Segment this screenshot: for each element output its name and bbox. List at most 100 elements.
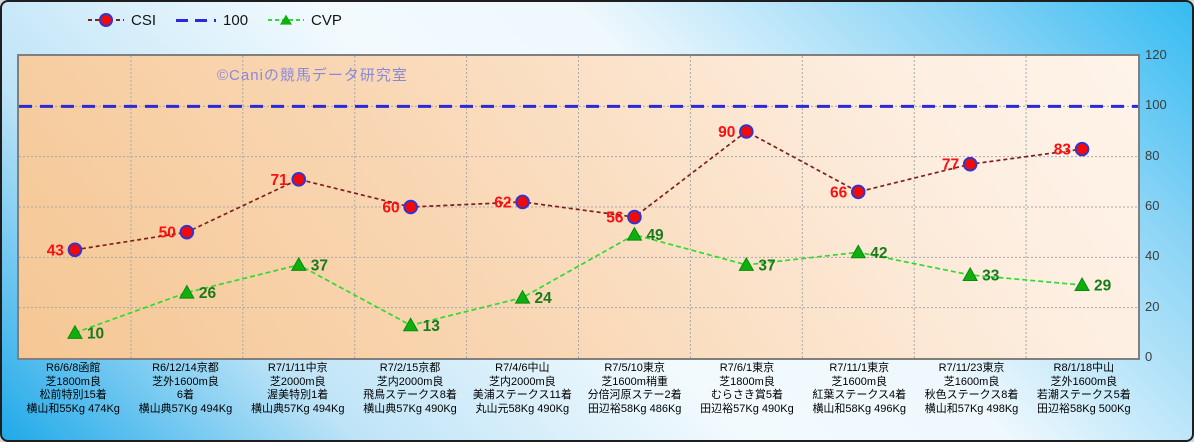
y-axis-tick-label: 20 (1145, 298, 1160, 314)
x-axis-label-line: 渥美特別1着 (267, 389, 329, 401)
x-axis-label-line: R6/12/14京都 (152, 362, 219, 374)
x-axis-label-line: 芝1600m良 (943, 375, 1000, 388)
x-axis-label-line: R7/11/1東京 (829, 362, 890, 374)
x-axis-label-line: 秋色ステークス8着 (924, 389, 1019, 401)
cvp-value-label: 42 (870, 245, 887, 262)
x-axis-label-line: 田辺裕58Kg 500Kg (1037, 402, 1131, 415)
hundred-series-swatch (176, 13, 217, 27)
x-axis-label-line: むらさき賞5着 (710, 389, 783, 401)
chart-legend: CSI 100 CVP (88, 8, 342, 32)
cvp-value-label: 26 (199, 285, 217, 302)
x-axis-label-line: 芝1600m稍重 (601, 375, 668, 388)
x-axis-label-line: 横山和55Kg 474Kg (26, 402, 120, 415)
x-axis-label-line: R7/6/1東京 (719, 362, 775, 374)
x-axis-label-line: R6/6/8函館 (45, 362, 101, 374)
cvp-triangle-marker-icon (280, 14, 293, 25)
x-axis-label-line: 芝内2000m良 (489, 375, 556, 388)
csi-point-marker (67, 242, 83, 258)
cvp-value-label: 49 (646, 227, 664, 244)
legend-label-csi: CSI (131, 11, 157, 29)
cvp-value-label: 24 (535, 290, 553, 307)
x-axis-label-line: R7/2/15京都 (379, 362, 441, 374)
legend-label-cvp: CVP (311, 11, 342, 29)
x-axis-label-line: 横山典57Kg 490Kg (363, 402, 457, 415)
csi-point-marker (1074, 141, 1090, 157)
csi-point-marker (739, 124, 754, 139)
plot-area: 43 50 71 60 62 56 90 66 77 83 10 26 37 13 24 49 37 42 33 29… (17, 54, 1140, 360)
csi-point-marker (403, 199, 418, 215)
y-axis-tick-label: 80 (1145, 147, 1160, 163)
x-axis-label: R7/11/23東京 芝1600m良 秋色ステークス8着 横山和57Kg 498Kg (915, 362, 1027, 416)
x-axis-label-line: 芝2000m良 (269, 375, 326, 388)
cvp-point-marker (626, 226, 643, 241)
cvp-point-marker (67, 324, 83, 339)
x-axis: R6/6/8函館 芝1800m良 松前特別15着 横山和55Kg 474Kg R6/12… (17, 362, 1140, 416)
x-axis-label: R7/1/11中京 芝2000m良 渥美特別1着 横山典57Kg 494Kg (242, 362, 354, 416)
x-axis-label-line: 芝1600m良 (831, 375, 888, 388)
csi-value-label: 71 (271, 172, 289, 189)
x-axis-label: R8/1/18中山 芝外1600m良 若潮ステークス5着 田辺裕58Kg 500Kg (1028, 362, 1140, 416)
chart-canvas: 43 50 71 60 62 56 90 66 77 83 10 26 37 13 24 49 37 42 33 29 (19, 56, 1138, 358)
x-axis-label-line: 丸山元58Kg 490Kg (475, 402, 570, 415)
legend-label-100: 100 (223, 11, 249, 29)
x-axis-label: R7/5/10東京 芝1600m稍重 分倍河原ステー2着 田辺裕58Kg 486Kg (578, 362, 690, 416)
legend-item-cvp: CVP (268, 12, 342, 29)
x-axis-label-line: 横山典57Kg 494Kg (138, 402, 233, 415)
cvp-value-label: 10 (87, 325, 104, 342)
y-axis-tick-label: 60 (1145, 198, 1160, 213)
x-axis-label-line: 芝外1600m良 (152, 375, 219, 388)
csi-value-label: 60 (382, 200, 399, 217)
cvp-point-marker (850, 244, 867, 259)
csi-point-marker (291, 172, 307, 187)
csi-value-label: 66 (830, 184, 848, 201)
csi-point-marker (515, 194, 530, 210)
cvp-line (74, 233, 1083, 334)
x-axis-label-line: 芝1800m良 (719, 375, 775, 388)
csi-value-label: 83 (1054, 142, 1072, 159)
cvp-value-label: 33 (982, 267, 1000, 284)
cvp-value-label: 29 (1094, 278, 1112, 295)
x-axis-label-line: 美浦ステークス11着 (472, 389, 572, 401)
x-axis-label-line: 6着 (176, 389, 194, 401)
x-axis-label-line: 横山和57Kg 498Kg (924, 402, 1019, 415)
legend-item-csi: CSI (88, 12, 156, 29)
x-axis-label-line: 松前特別15着 (39, 389, 107, 401)
csi-series-swatch (88, 13, 124, 27)
x-axis-label-line: R7/1/11中京 (267, 362, 328, 374)
csi-value-label: 77 (942, 157, 959, 174)
y-axis-tick-label: 40 (1145, 248, 1160, 264)
csi-value-label: 50 (159, 225, 176, 242)
x-axis-label-line: R8/1/18中山 (1053, 362, 1115, 374)
cvp-value-label: 37 (311, 257, 328, 274)
x-axis-label: R7/2/15京都 芝内2000m良 飛鳥ステークス8着 横山典57Kg 490Kg (354, 362, 466, 416)
hundred-dash-line (176, 18, 217, 22)
y-axis-tick-label: 0 (1145, 349, 1153, 364)
x-axis-label-line: R7/4/6中山 (495, 362, 550, 374)
x-axis-label-line: 田辺裕58Kg 486Kg (587, 402, 682, 415)
cvp-point-marker (738, 256, 755, 271)
x-axis-label-line: 芝1800m良 (45, 375, 101, 388)
csi-point-marker (962, 156, 978, 172)
cvp-point-marker (402, 317, 419, 332)
csi-circle-marker-icon (99, 13, 113, 27)
x-axis-label-line: 横山和58Kg 496Kg (812, 402, 906, 415)
y-axis-tick-label: 120 (1145, 47, 1167, 62)
cvp-point-marker (514, 289, 531, 304)
watermark: ©Caniの競馬データ研究室 (217, 67, 408, 84)
x-axis-label-line: 分倍河原ステー2着 (587, 389, 682, 401)
x-axis-label: R6/6/8函館 芝1800m良 松前特別15着 横山和55Kg 474Kg (17, 362, 129, 416)
csi-point-marker (627, 209, 642, 225)
x-axis-label: R6/12/14京都 芝外1600m良 6着 横山典57Kg 494Kg (129, 362, 241, 416)
x-axis-label: R7/11/1東京 芝1600m良 紅葉ステークス4着 横山和58Kg 496Kg (803, 362, 915, 416)
csi-value-label: 43 (47, 242, 65, 259)
cvp-series-swatch (268, 13, 305, 27)
cvp-point-marker (178, 284, 195, 299)
x-axis-label-line: 田辺裕57Kg 490Kg (700, 402, 794, 415)
x-axis-label-line: 紅葉ステークス4着 (812, 389, 907, 401)
cvp-value-label: 37 (758, 257, 775, 274)
cvp-point-marker (290, 256, 307, 271)
csi-value-label: 56 (606, 210, 624, 227)
x-axis-label-line: 若潮ステークス5着 (1036, 389, 1131, 401)
csi-value-label: 90 (718, 124, 735, 141)
